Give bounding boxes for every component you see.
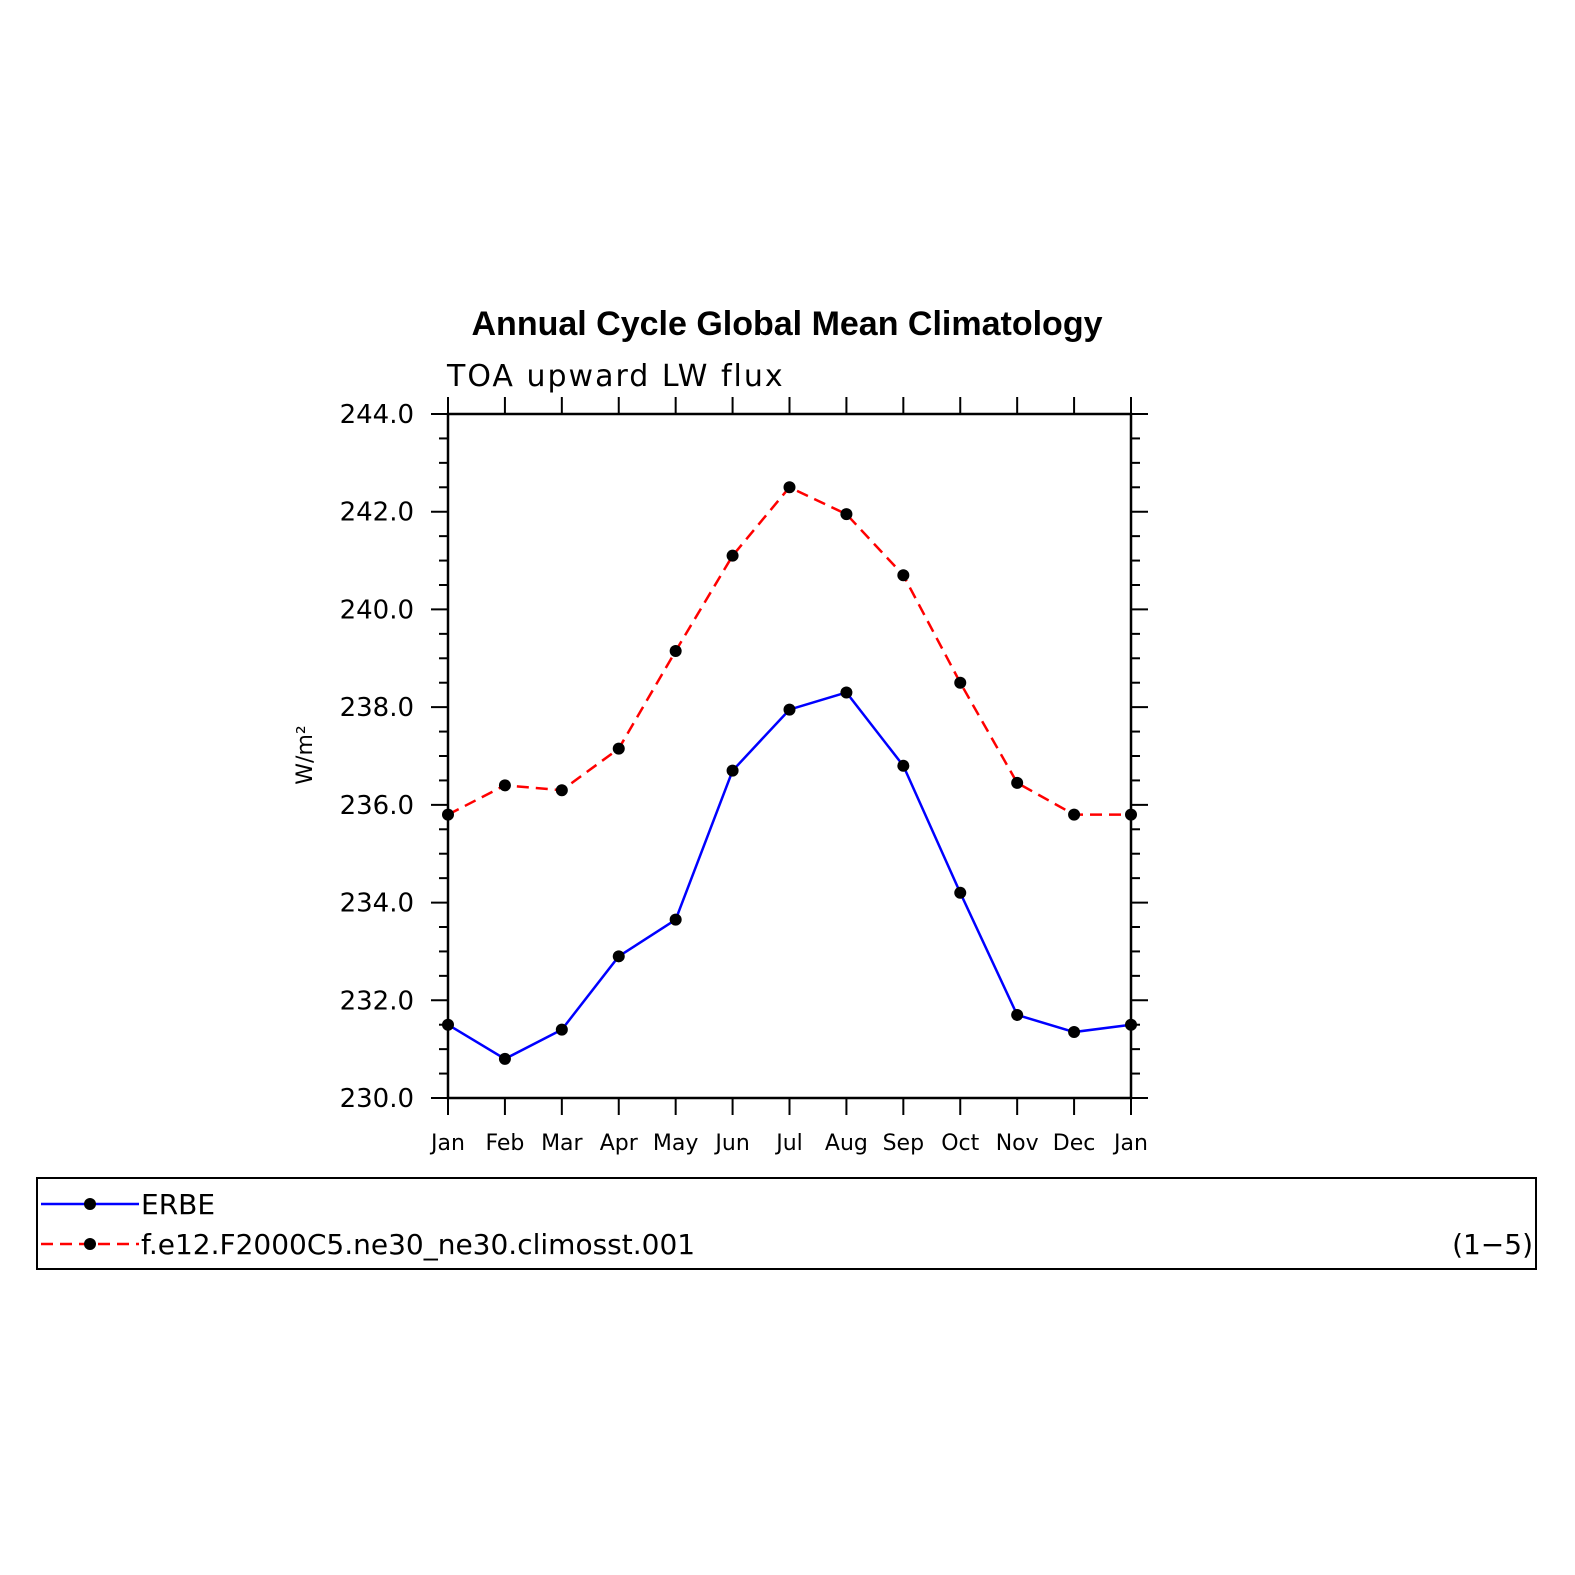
- x-tick-label: Jan: [429, 1131, 465, 1156]
- data-point: [726, 549, 739, 562]
- data-point: [669, 913, 682, 926]
- data-point: [897, 759, 910, 772]
- x-tick-label: Jun: [713, 1131, 749, 1156]
- legend-label: ERBE: [141, 1188, 215, 1221]
- data-point: [954, 886, 967, 899]
- data-point: [897, 569, 910, 582]
- x-tick-label: Apr: [600, 1131, 639, 1156]
- data-point: [840, 508, 853, 521]
- data-point: [669, 644, 682, 657]
- data-point: [1068, 808, 1081, 821]
- legend-marker: [84, 1198, 96, 1210]
- chart-title: Annual Cycle Global Mean Climatology: [472, 305, 1103, 343]
- legend-marker: [84, 1238, 96, 1250]
- y-tick-label: 230.0: [340, 1084, 414, 1114]
- y-tick-label: 242.0: [340, 498, 414, 528]
- data-point: [726, 764, 739, 777]
- x-tick-label: May: [653, 1131, 698, 1156]
- data-point: [783, 481, 796, 494]
- data-point: [612, 742, 625, 755]
- x-tick-label: Mar: [541, 1131, 583, 1156]
- x-tick-label: Aug: [825, 1131, 868, 1156]
- x-tick-label: Nov: [996, 1131, 1039, 1156]
- x-tick-label: Dec: [1053, 1131, 1096, 1156]
- data-point: [498, 1052, 511, 1065]
- y-tick-label: 236.0: [340, 791, 414, 821]
- plot-series: [442, 481, 1137, 1065]
- y-tick-label: 240.0: [340, 595, 414, 625]
- data-point: [1011, 1008, 1024, 1021]
- data-point: [954, 676, 967, 689]
- data-point: [555, 1023, 568, 1036]
- y-axis-label: W/m²: [293, 725, 318, 784]
- data-point: [498, 779, 511, 792]
- x-tick-label: Oct: [941, 1131, 979, 1156]
- data-point: [1068, 1026, 1081, 1039]
- series-line: [447, 485, 1131, 816]
- data-point: [442, 808, 454, 821]
- data-point: [783, 703, 796, 716]
- y-tick-label: 232.0: [340, 986, 414, 1016]
- x-tick-label: Jul: [774, 1131, 803, 1156]
- x-tick-label: Jan: [1112, 1131, 1148, 1156]
- legend-box: [36, 1177, 1537, 1270]
- legend: ERBE f.e12.F2000C5.ne30_ne30.climosst.001…: [36, 1177, 1537, 1270]
- legend-label: f.e12.F2000C5.ne30_ne30.climosst.001: [141, 1228, 695, 1261]
- plot-frame: [446, 412, 1133, 1100]
- x-tick-label: Feb: [485, 1131, 524, 1156]
- chart-subtitle: TOA upward LW flux: [446, 359, 785, 394]
- y-tick-label: 234.0: [340, 889, 414, 919]
- x-tick-label: Sep: [883, 1131, 924, 1156]
- series-line: [447, 691, 1132, 1061]
- data-point: [1125, 808, 1137, 821]
- data-point: [1011, 776, 1024, 789]
- data-point: [612, 950, 625, 963]
- legend-note: (1−5): [1452, 1228, 1533, 1261]
- data-point: [442, 1018, 454, 1031]
- y-tick-label: 238.0: [340, 693, 414, 723]
- data-point: [1125, 1018, 1137, 1031]
- plot-axes: 230.0 232.0 234.0 236.0 238.0 240.0 242.0 244.0…: [340, 397, 1148, 1156]
- data-point: [555, 784, 568, 797]
- data-point: [840, 686, 853, 699]
- y-tick-label: 244.0: [340, 400, 414, 430]
